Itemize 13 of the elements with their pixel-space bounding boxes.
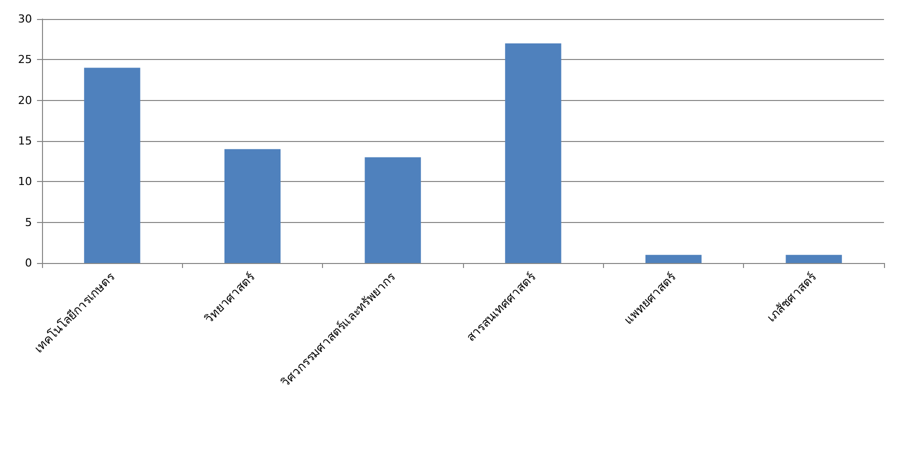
y-tick-label: 15 (18, 134, 32, 148)
y-tick-label: 10 (18, 175, 32, 188)
y-tick-label: 0 (25, 256, 32, 270)
bar (364, 157, 421, 263)
y-tick-label: 20 (18, 94, 32, 107)
bar (786, 254, 842, 263)
bar (505, 43, 562, 263)
bar (84, 68, 140, 263)
bar (224, 149, 281, 263)
bar (645, 254, 702, 263)
y-tick-label: 25 (18, 53, 32, 66)
y-tick-label: 5 (25, 216, 32, 229)
y-tick-label: 30 (18, 12, 32, 26)
